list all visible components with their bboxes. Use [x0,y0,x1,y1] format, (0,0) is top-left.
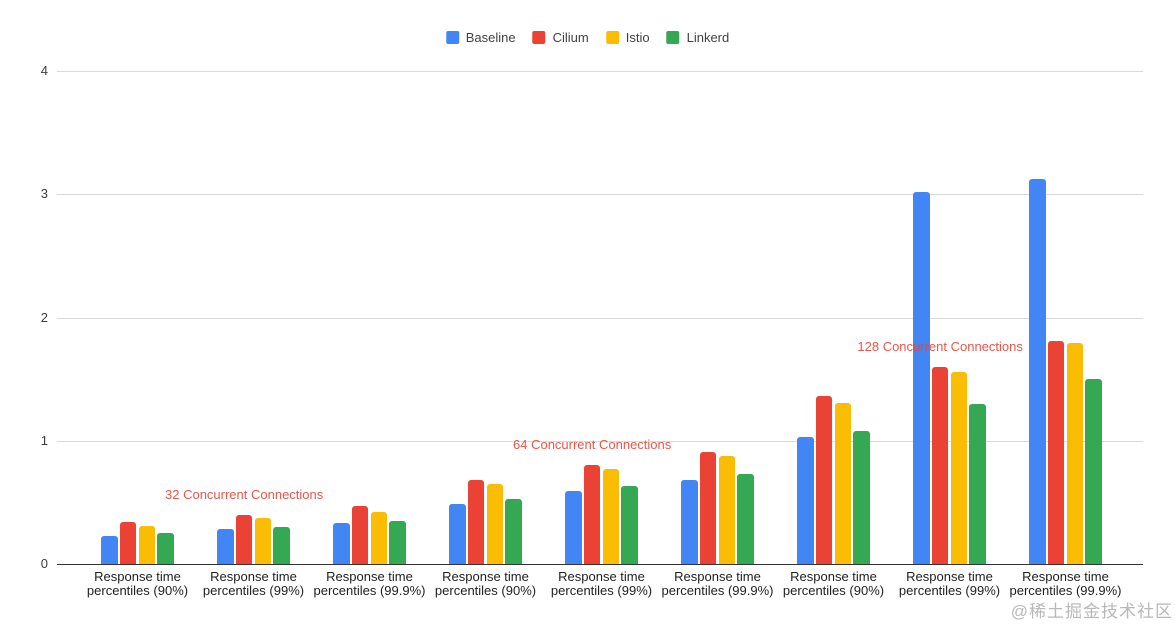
annotation-64-concurrent-connections: 64 Concurrent Connections [513,437,672,453]
bar-istio-group9[interactable] [1066,343,1084,564]
x-axis-line [57,564,1143,565]
bar-baseline-group4[interactable] [449,503,466,564]
legend-swatch-linkerd [666,31,680,44]
bar-istio-group3[interactable] [370,512,388,564]
x-axis-label: Response time percentiles (99.9%) [313,569,426,598]
bar-baseline-group9[interactable] [1029,179,1046,564]
bar-istio-group1[interactable] [138,525,156,564]
legend-label-baseline: Baseline [465,30,516,45]
bar-cilium-group9[interactable] [1047,340,1065,564]
legend-item-istio[interactable]: Istio [605,30,650,45]
watermark-text: @稀土掘金技术社区 [1010,602,1173,621]
chart-legend: Baseline Cilium Istio Linkerd [445,30,730,45]
bar-cilium-group8[interactable] [931,366,949,564]
annotation-128-concurrent-connections: 128 Concurrent Connections [857,338,1023,354]
legend-item-baseline[interactable]: Baseline [445,30,516,45]
x-axis-label: Response time percentiles (99%) [898,569,1001,598]
bar-istio-group7[interactable] [834,402,852,564]
gridline [57,440,1143,442]
annotation-32-concurrent-connections: 32 Concurrent Connections [165,486,324,502]
y-axis-tick-label: 4 [40,63,48,78]
bar-istio-group6[interactable] [718,455,736,564]
bar-cilium-group1[interactable] [119,522,137,564]
bar-cilium-group7[interactable] [815,396,833,564]
legend-item-linkerd[interactable]: Linkerd [666,30,730,45]
x-axis-label: Response time percentiles (90%) [782,569,885,598]
x-axis-label: Response time percentiles (90%) [86,569,189,598]
bar-cilium-group2[interactable] [235,514,253,564]
legend-label-cilium: Cilium [552,30,589,45]
legend-swatch-cilium [532,31,546,44]
y-axis-tick-label: 1 [40,432,48,448]
x-axis-label: Response time percentiles (99%) [550,569,653,598]
bar-linkerd-group1[interactable] [157,533,174,564]
bar-baseline-group2[interactable] [217,529,234,564]
bar-linkerd-group7[interactable] [853,430,870,564]
bar-cilium-group3[interactable] [351,506,369,564]
gridline [57,317,1143,319]
legend-label-linkerd: Linkerd [686,30,730,45]
gridline [57,194,1143,196]
legend-item-cilium[interactable]: Cilium [532,30,589,45]
bar-baseline-group8[interactable] [913,191,930,564]
bar-linkerd-group3[interactable] [389,520,406,564]
gridline [57,71,1143,72]
bar-baseline-group3[interactable] [333,523,350,564]
bar-istio-group2[interactable] [254,518,272,564]
bar-baseline-group5[interactable] [565,491,582,564]
y-axis-tick-label: 3 [40,186,48,202]
bar-cilium-group6[interactable] [699,451,717,564]
bar-linkerd-group6[interactable] [737,474,754,564]
bar-baseline-group1[interactable] [101,535,118,564]
bar-baseline-group6[interactable] [681,480,698,564]
x-axis-label: Response time percentiles (99%) [202,569,305,598]
y-axis-tick-label: 2 [40,309,48,325]
bar-cilium-group5[interactable] [583,465,601,564]
bar-linkerd-group4[interactable] [505,498,522,564]
bar-linkerd-group2[interactable] [273,527,290,564]
legend-swatch-istio [605,31,619,44]
bar-istio-group4[interactable] [486,483,504,564]
x-axis-label: Response time percentiles (99.9%) [661,569,774,598]
bar-istio-group5[interactable] [602,469,620,564]
bar-linkerd-group8[interactable] [969,403,986,564]
bar-baseline-group7[interactable] [797,437,814,564]
bar-linkerd-group9[interactable] [1085,379,1102,564]
bar-cilium-group4[interactable] [467,480,485,564]
x-axis-label: Response time percentiles (90%) [434,569,537,598]
bar-istio-group8[interactable] [950,371,968,564]
bar-linkerd-group5[interactable] [621,486,638,564]
legend-label-istio: Istio [625,30,650,45]
legend-swatch-baseline [445,31,459,44]
y-axis-tick-label: 0 [40,556,48,571]
x-axis-label: Response time percentiles (99.9%) [1009,569,1122,598]
